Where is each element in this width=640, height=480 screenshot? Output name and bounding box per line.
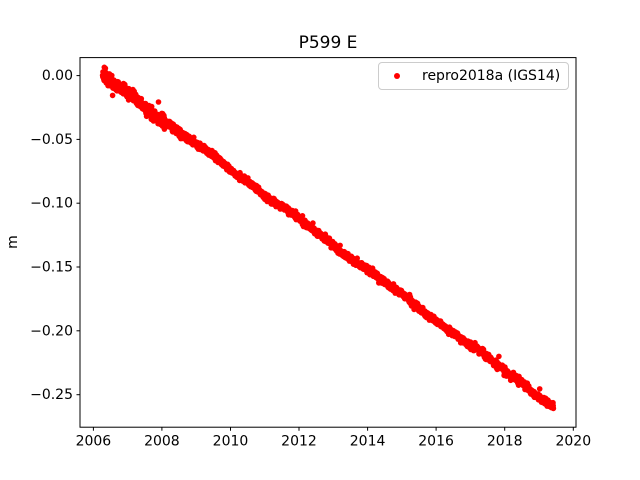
chart-title: P599 E: [298, 33, 358, 53]
y-tick-label: 0.00: [42, 68, 73, 84]
outlier-point: [155, 99, 162, 105]
outlier-point: [109, 92, 116, 99]
x-tick-label: 2016: [418, 434, 454, 450]
x-tick-label: 2006: [76, 434, 112, 450]
y-tick-label: −0.10: [30, 196, 73, 212]
legend-marker-dot: [394, 73, 400, 79]
x-tick-label: 2012: [281, 434, 317, 450]
legend-label: repro2018a (IGS14): [422, 68, 561, 84]
x-tick-label: 2010: [213, 434, 249, 450]
x-tick-label: 2008: [144, 434, 180, 450]
y-axis-label: m: [4, 235, 21, 249]
x-tick-label: 2020: [555, 434, 591, 450]
y-tick-label: −0.20: [30, 323, 73, 339]
outlier-point: [496, 353, 502, 360]
x-tick-label: 2014: [350, 434, 386, 450]
axes-border: [79, 57, 577, 428]
x-tick-label: 2018: [487, 434, 523, 450]
y-tick-label: −0.15: [30, 260, 73, 276]
legend: repro2018a (IGS14): [378, 62, 569, 90]
y-tick-label: −0.05: [30, 132, 73, 148]
y-tick-label: −0.25: [30, 387, 73, 403]
scatter-series: [99, 64, 557, 412]
outlier-point: [536, 386, 543, 392]
